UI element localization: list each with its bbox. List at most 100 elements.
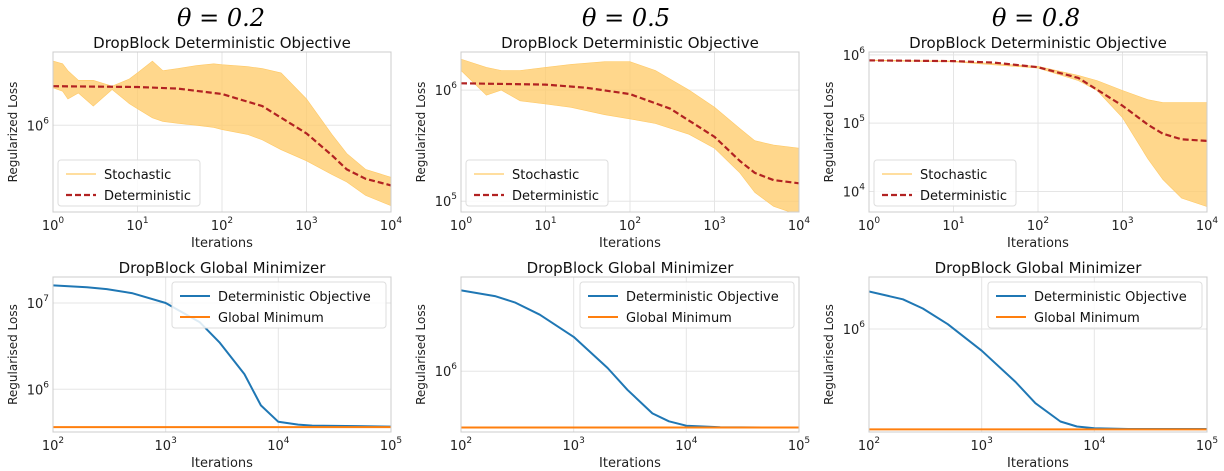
legend-label: Deterministic xyxy=(104,189,191,204)
y-axis-label: Regularized Loss xyxy=(822,82,836,183)
x-tick-label: 102 xyxy=(619,216,641,234)
y-tick-label: 107 xyxy=(27,294,49,312)
plot-frame xyxy=(868,51,1208,213)
deterministic-line xyxy=(53,85,391,187)
x-tick-label: 105 xyxy=(1196,436,1218,454)
legend-box xyxy=(579,281,795,329)
y-axis-label: Regularised Loss xyxy=(822,304,836,405)
y-tick-label: 105 xyxy=(435,192,457,210)
x-tick-label: 100 xyxy=(858,216,881,234)
x-tick-label: 105 xyxy=(788,436,810,454)
stochastic-band xyxy=(53,60,391,207)
legend-label: Deterministic xyxy=(512,189,599,204)
legend-label: Stochastic xyxy=(920,168,987,183)
x-axis-label: Iterations xyxy=(599,236,661,251)
legend-box xyxy=(171,281,387,329)
legend-label: Deterministic Objective xyxy=(1034,290,1187,305)
deterministic-line xyxy=(461,82,799,185)
plot-area xyxy=(53,284,391,429)
column-heading-theta-0.5: θ = 0.5 xyxy=(582,4,670,32)
y-axis-label: Regularized Loss xyxy=(414,82,428,183)
legend-label: Stochastic xyxy=(512,168,579,183)
x-tick-label: 102 xyxy=(1027,216,1049,234)
plot-area xyxy=(461,289,799,429)
y-axis-label: Regularised Loss xyxy=(6,304,20,405)
legend: Stochastic Deterministic xyxy=(57,159,201,207)
column-heading-theta-0.2: θ = 0.2 xyxy=(177,4,265,32)
plot-frame xyxy=(868,276,1208,433)
x-tick-label: 102 xyxy=(450,436,472,454)
x-tick-label: 104 xyxy=(675,436,698,454)
stochastic-band xyxy=(869,59,1207,207)
legend-label: Deterministic Objective xyxy=(626,290,779,305)
column-heading-theta-0.8: θ = 0.8 xyxy=(992,4,1080,32)
x-tick-label: 103 xyxy=(1111,216,1133,234)
chart-title: DropBlock Global Minimizer xyxy=(527,259,735,277)
legend-label: Global Minimum xyxy=(626,311,732,326)
x-tick-label: 103 xyxy=(703,216,725,234)
chart-panel-bottom-left: 102 103 104 105 106 107 DropBlock Global Minim… xyxy=(6,259,402,471)
x-tick-label: 105 xyxy=(380,436,402,454)
x-tick-label: 101 xyxy=(126,216,148,234)
chart-title: DropBlock Deterministic Objective xyxy=(93,34,351,52)
y-tick-label: 106 xyxy=(435,81,458,99)
legend: Deterministic Objective Global Minimum xyxy=(579,281,795,329)
plot-area xyxy=(53,60,391,207)
legend: Deterministic Objective Global Minimum xyxy=(171,281,387,329)
y-tick-label: 105 xyxy=(843,114,865,132)
x-axis-label: Iterations xyxy=(1007,236,1069,251)
chart-panel-top-right: 100 101 102 103 104 104 105 106 DropBlock Determ… xyxy=(822,34,1218,251)
chart-title: DropBlock Deterministic Objective xyxy=(501,34,759,52)
x-tick-label: 103 xyxy=(563,436,585,454)
plot-frame xyxy=(460,276,800,433)
y-tick-label: 104 xyxy=(843,182,866,200)
chart-panel-top-left: 100 101 102 103 104 106 DropBlock Deterministi… xyxy=(6,34,402,251)
chart-panel-top-middle: 100 101 102 103 104 105 106 DropBlock Determini… xyxy=(414,34,810,251)
stochastic-band xyxy=(461,58,799,212)
x-axis-label: Iterations xyxy=(599,456,661,471)
x-axis-label: Iterations xyxy=(191,456,253,471)
x-axis-label: Iterations xyxy=(191,236,253,251)
x-tick-label: 104 xyxy=(788,216,811,234)
legend-label: Global Minimum xyxy=(218,311,324,326)
plot-frame xyxy=(52,51,392,213)
chart-title: DropBlock Global Minimizer xyxy=(119,259,327,277)
x-tick-label: 104 xyxy=(380,216,403,234)
plot-area xyxy=(869,59,1207,207)
plot-area xyxy=(461,58,799,212)
legend-label: Stochastic xyxy=(104,168,171,183)
chart-panel-bottom-right: 102 103 104 105 106 DropBlock Global Minimize… xyxy=(822,259,1218,471)
chart-panel-bottom-middle: 102 103 104 105 106 DropBlock Global Minimize… xyxy=(414,259,810,471)
chart-title: DropBlock Global Minimizer xyxy=(935,259,1143,277)
y-tick-label: 106 xyxy=(27,380,50,398)
chart-title: DropBlock Deterministic Objective xyxy=(909,34,1167,52)
legend: Stochastic Deterministic xyxy=(873,159,1017,207)
x-tick-label: 104 xyxy=(267,436,290,454)
x-tick-label: 100 xyxy=(42,216,65,234)
y-axis-label: Regularized Loss xyxy=(6,82,20,183)
x-tick-label: 101 xyxy=(942,216,964,234)
legend-box xyxy=(987,281,1203,329)
legend: Stochastic Deterministic xyxy=(465,159,609,207)
x-tick-label: 102 xyxy=(211,216,233,234)
deterministic-line xyxy=(869,59,1207,142)
x-tick-label: 103 xyxy=(155,436,177,454)
x-tick-label: 100 xyxy=(450,216,473,234)
x-tick-label: 101 xyxy=(534,216,556,234)
y-axis-label: Regularised Loss xyxy=(414,304,428,405)
plot-area xyxy=(869,290,1207,431)
x-tick-label: 102 xyxy=(858,436,880,454)
x-axis-label: Iterations xyxy=(1007,456,1069,471)
deterministic-objective-line xyxy=(53,284,391,428)
x-tick-label: 102 xyxy=(42,436,64,454)
legend-label: Global Minimum xyxy=(1034,311,1140,326)
plot-frame xyxy=(52,276,392,433)
legend-label: Deterministic xyxy=(920,189,1007,204)
x-tick-label: 103 xyxy=(295,216,317,234)
y-tick-label: 106 xyxy=(843,320,866,338)
x-tick-label: 104 xyxy=(1083,436,1106,454)
y-tick-label: 106 xyxy=(27,116,50,134)
x-tick-label: 103 xyxy=(971,436,993,454)
y-tick-label: 106 xyxy=(435,362,458,380)
